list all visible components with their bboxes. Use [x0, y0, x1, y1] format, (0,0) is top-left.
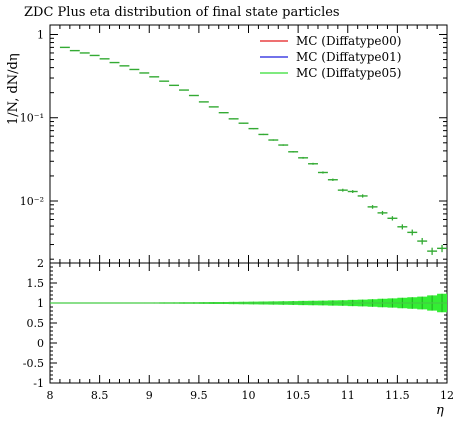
- legend: MC (Diffatype00) MC (Diffatype01) MC (Diff…: [260, 34, 401, 80]
- x-tick-label: 9.5: [190, 389, 208, 402]
- ratio-y-tick-label: -0.5: [23, 357, 44, 370]
- main-panel: 1 10⁻¹ 10⁻²: [20, 24, 448, 264]
- ratio-frame: [49, 262, 448, 384]
- x-tick-label: 12: [440, 389, 454, 402]
- x-tick-label: 11.5: [385, 389, 410, 402]
- x-tick-label: 11: [341, 389, 355, 402]
- legend-label-0: MC (Diffatype00): [296, 34, 401, 48]
- x-tick-label: 8.5: [91, 389, 109, 402]
- x-tick-label: 9: [146, 389, 153, 402]
- ratio-y-tick-label: 0: [37, 337, 44, 350]
- y-tick-label: 10⁻²: [20, 195, 44, 208]
- ratio-y-tick-label: -1: [33, 377, 44, 390]
- y-tick-label: 1: [37, 28, 44, 41]
- ratio-y-tick-label: 1: [37, 297, 44, 310]
- legend-label-2: MC (Diffatype05): [296, 66, 401, 80]
- legend-label-1: MC (Diffatype01): [296, 50, 401, 64]
- x-tick-label: 10.5: [286, 389, 311, 402]
- ratio-y-tick-label: 2: [37, 257, 44, 270]
- y-tick-label: 10⁻¹: [20, 112, 44, 125]
- x-tick-label: 8: [47, 389, 54, 402]
- ratio-y-tick-label: 0.5: [27, 317, 45, 330]
- x-tick-label: 10: [242, 389, 256, 402]
- chart-title: ZDC Plus eta distribution of final state…: [24, 5, 340, 20]
- ratio-y-tick-label: 1.5: [27, 277, 45, 290]
- x-axis-label: η: [436, 403, 444, 418]
